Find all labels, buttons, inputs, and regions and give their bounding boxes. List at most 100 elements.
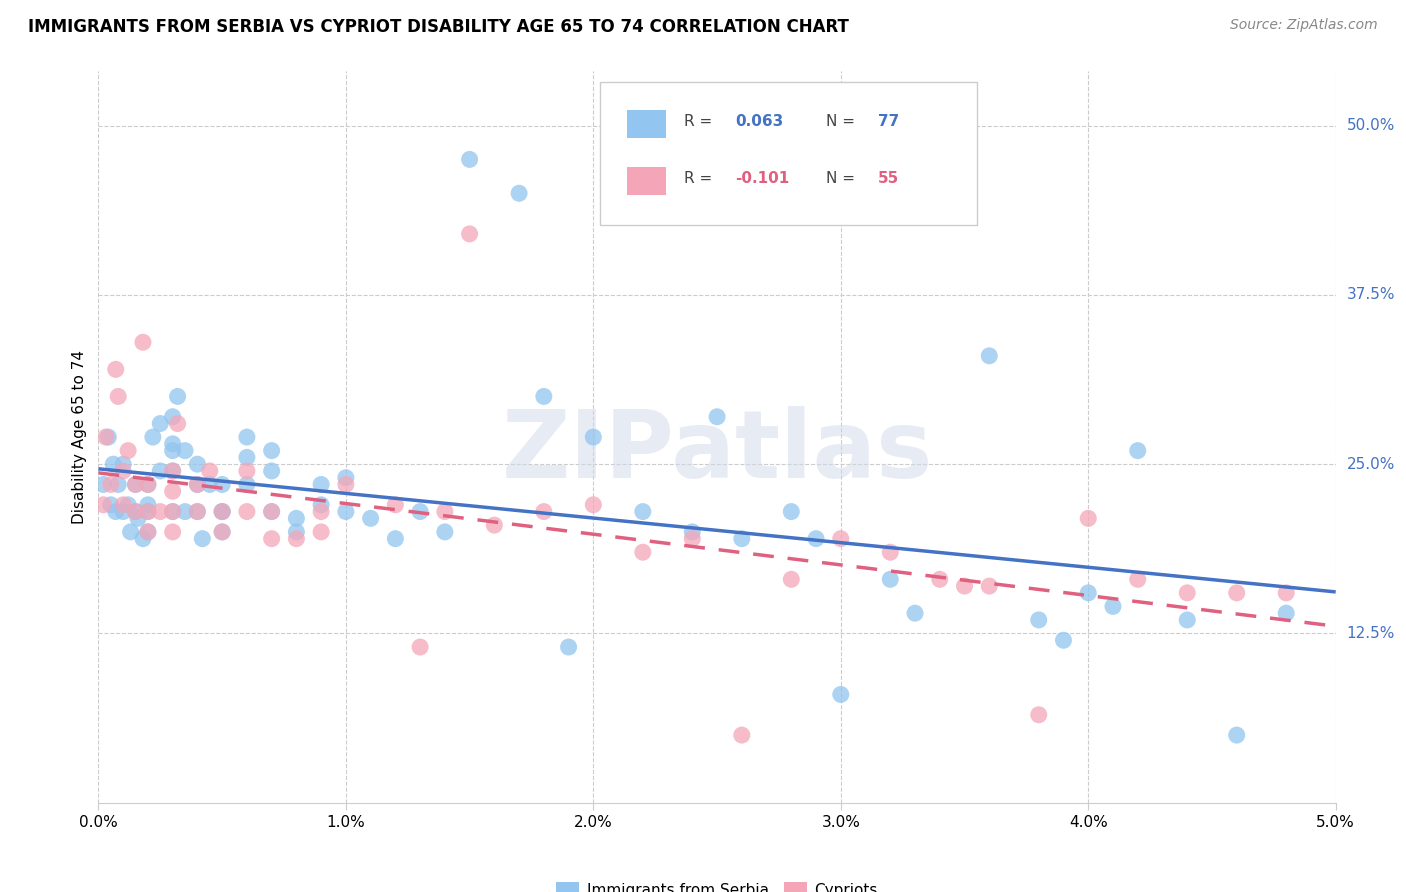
Point (780, 572, 803, 586)
Point (117, 498, 139, 512)
Legend: Immigrants from Serbia, Cypriots: Immigrants from Serbia, Cypriots (550, 876, 884, 892)
Text: N =: N = (825, 114, 860, 129)
Point (174, 505, 197, 519)
Point (211, 524, 233, 539)
Point (309, 505, 332, 519)
Point (236, 464, 259, 478)
Y-axis label: Disability Age 65 to 74: Disability Age 65 to 74 (72, 350, 87, 524)
Point (409, 505, 432, 519)
Point (211, 505, 233, 519)
Point (533, 505, 555, 519)
Point (260, 443, 283, 458)
FancyBboxPatch shape (599, 82, 977, 225)
Point (879, 545, 901, 559)
Point (132, 335, 155, 350)
Point (186, 505, 208, 519)
Point (136, 477, 159, 491)
Point (804, 532, 827, 546)
Point (285, 524, 308, 539)
Point (631, 505, 654, 519)
Text: ZIPatlas: ZIPatlas (502, 406, 932, 498)
Point (103, 457, 125, 471)
Point (107, 389, 129, 403)
Point (174, 443, 197, 458)
Point (731, 532, 754, 546)
Text: 55: 55 (877, 170, 900, 186)
Point (186, 505, 208, 519)
Text: Source: ZipAtlas.com: Source: ZipAtlas.com (1230, 18, 1378, 32)
Point (458, 227, 481, 241)
Point (186, 477, 208, 491)
Text: 77: 77 (877, 114, 900, 129)
Point (117, 443, 139, 458)
Point (136, 498, 159, 512)
Point (631, 545, 654, 559)
Point (211, 505, 233, 519)
Point (112, 498, 135, 512)
Point (149, 417, 172, 431)
Point (186, 457, 208, 471)
Text: 50.0%: 50.0% (1347, 118, 1395, 133)
Point (162, 409, 184, 424)
Point (1077, 586, 1099, 600)
Point (260, 464, 283, 478)
Point (285, 532, 308, 546)
Point (93, 498, 115, 512)
Text: R =: R = (683, 170, 717, 186)
Point (104, 362, 127, 376)
Point (198, 464, 221, 478)
Point (830, 532, 852, 546)
Point (162, 484, 184, 499)
Point (149, 505, 172, 519)
Point (211, 524, 233, 539)
Point (260, 505, 283, 519)
Point (124, 505, 146, 519)
Point (1175, 613, 1198, 627)
Point (162, 524, 184, 539)
Point (186, 477, 208, 491)
Point (681, 524, 703, 539)
Point (557, 640, 579, 654)
Point (780, 505, 803, 519)
Point (1275, 586, 1298, 600)
Point (127, 511, 149, 525)
Point (1126, 572, 1149, 586)
Point (100, 498, 122, 512)
Point (309, 477, 332, 491)
Point (533, 389, 555, 403)
Point (1028, 613, 1050, 627)
Point (484, 518, 506, 533)
Point (166, 417, 188, 431)
Point (162, 443, 184, 458)
Point (93, 477, 115, 491)
Point (236, 505, 259, 519)
Point (1102, 599, 1125, 614)
Point (104, 505, 127, 519)
Point (928, 572, 950, 586)
Point (879, 572, 901, 586)
Point (120, 524, 142, 539)
Point (107, 477, 129, 491)
Text: IMMIGRANTS FROM SERBIA VS CYPRIOT DISABILITY AGE 65 TO 74 CORRELATION CHART: IMMIGRANTS FROM SERBIA VS CYPRIOT DISABI… (28, 18, 849, 36)
Point (1077, 511, 1099, 525)
Point (112, 464, 135, 478)
Point (433, 505, 456, 519)
Text: 0.063: 0.063 (735, 114, 785, 129)
Point (211, 505, 233, 519)
Point (458, 153, 481, 167)
Point (582, 498, 605, 512)
Point (211, 477, 233, 491)
Point (1175, 586, 1198, 600)
Point (508, 186, 530, 201)
Point (309, 524, 332, 539)
Text: N =: N = (825, 170, 860, 186)
Point (162, 505, 184, 519)
Point (112, 505, 135, 519)
Point (1226, 586, 1249, 600)
Point (142, 430, 165, 444)
Point (1275, 606, 1298, 620)
Point (136, 524, 159, 539)
Point (236, 430, 259, 444)
Point (166, 389, 188, 403)
Point (94, 430, 117, 444)
